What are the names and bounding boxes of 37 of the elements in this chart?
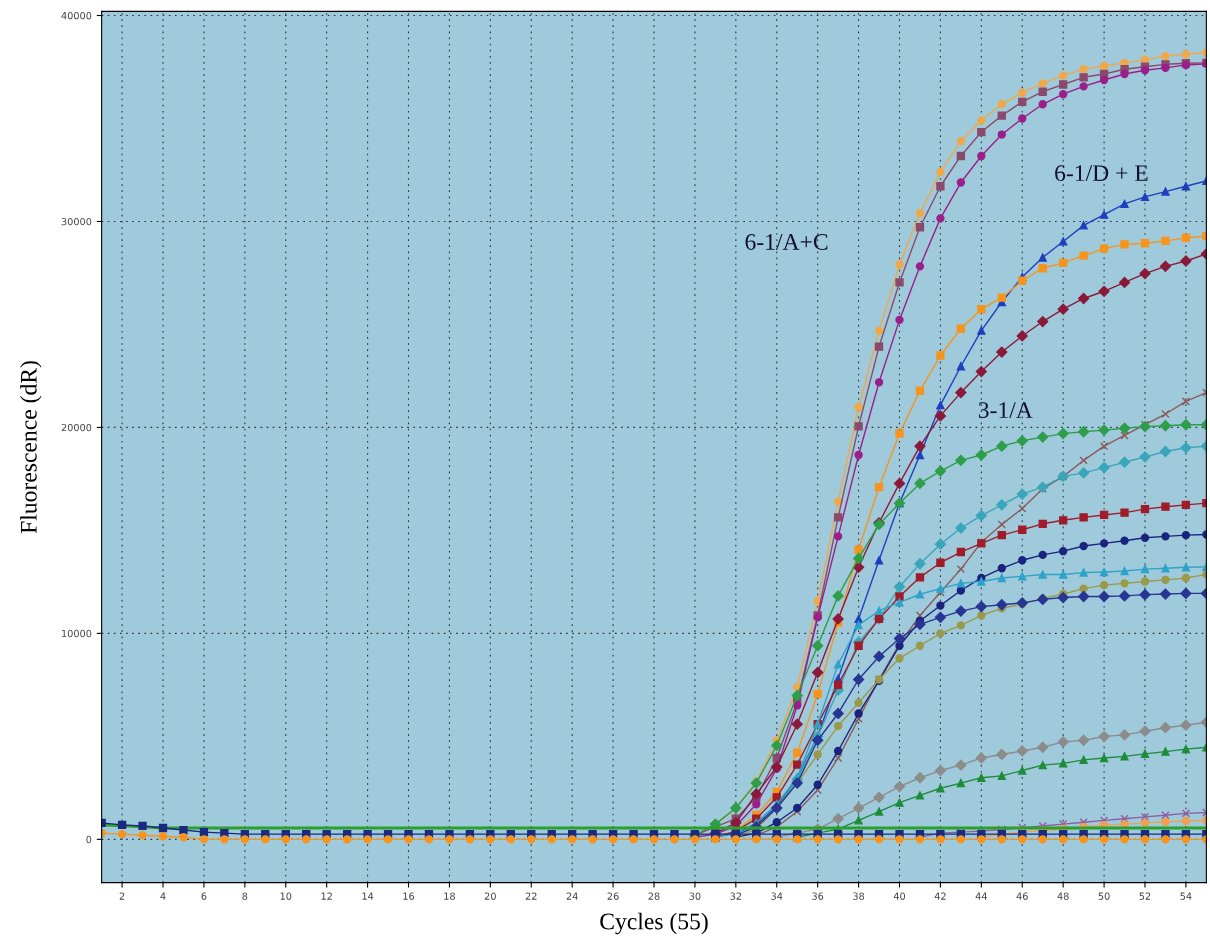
x-tick-label: 26	[607, 892, 619, 900]
x-tick-label: 42	[934, 892, 946, 900]
x-tick-label: 54	[1180, 892, 1192, 900]
x-tick-label: 18	[444, 892, 455, 900]
x-tick-label: 50	[1098, 892, 1110, 900]
x-tick-label: 22	[525, 892, 537, 900]
y-tick-label: 10000	[62, 629, 92, 638]
x-tick-label: 52	[1139, 892, 1151, 900]
y-tick-label: 0	[86, 835, 92, 844]
x-tick-label: 8	[242, 892, 248, 900]
x-tick-label: 24	[566, 892, 578, 900]
x-tick-label: 34	[771, 892, 783, 900]
x-tick-label: 2	[119, 892, 125, 900]
x-tick-label: 40	[893, 892, 906, 900]
y-axis-title: Fluorescence (dR)	[20, 361, 42, 534]
x-tick-label: 44	[975, 892, 987, 900]
x-tick-label: 48	[1057, 892, 1069, 900]
x-tick-label: 30	[689, 892, 701, 900]
x-tick-label: 4	[160, 892, 166, 900]
x-tick-label: 14	[362, 892, 374, 900]
x-tick-label: 6	[201, 892, 207, 900]
x-tick-label: 12	[321, 892, 332, 900]
x-tick-label: 10	[280, 892, 292, 900]
x-axis-title: Cycles (55)	[600, 912, 708, 935]
x-tick-label: 38	[853, 892, 865, 900]
annotation: 3-1/A	[978, 402, 1033, 419]
y-tick-label: 20000	[61, 423, 92, 432]
x-tick-label: 46	[1016, 892, 1028, 900]
annotation: 6-1/D + E	[1055, 165, 1148, 182]
y-tick-label: 30000	[61, 217, 92, 226]
annotation: 6-1/A+C	[745, 234, 828, 250]
x-tick-label: 28	[648, 892, 660, 900]
x-tick-label: 16	[403, 892, 415, 900]
x-tick-label: 32	[730, 892, 742, 900]
x-tick-label: 36	[812, 892, 824, 900]
x-tick-label: 20	[484, 892, 496, 900]
y-tick-label: 40000	[61, 11, 92, 20]
